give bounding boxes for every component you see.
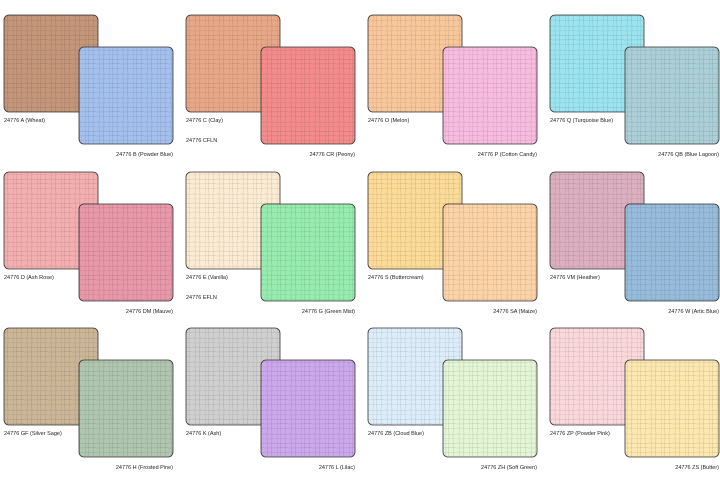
swatch-label: 24776 H (Frosted Pine) (116, 465, 173, 471)
swatch-group: 24776 ZB (Cloud Blue) 24776 ZH (Soft Gree… (367, 327, 538, 471)
swatch-label: 24776 G (Green Mist) (302, 309, 355, 315)
swatch-label: 24776 ZH (Soft Green) (481, 465, 537, 471)
swatch-label: 24776 DM (Mauve) (126, 309, 173, 315)
swatch-texture (260, 46, 356, 145)
swatch-label: 24776 ZB (Cloud Blue) (368, 431, 424, 437)
swatch-group: 24776 C (Clay) 24776 CFLN 24776 CR (Peony) (185, 14, 356, 158)
swatch-group: 24776 Q (Turquoise Blue) 24776 QB (Blue L… (549, 14, 720, 158)
swatch-label: 24776 E (Vanilla) (186, 275, 228, 281)
swatch-label: 24776 S (Buttercream) (368, 275, 424, 281)
swatch-texture (260, 203, 356, 302)
swatch-group: 24776 K (Ash) 24776 L (Lilac) (185, 327, 356, 471)
swatch-label: 24776 L (Lilac) (319, 465, 355, 471)
swatch-group: 24776 A (Wheat) 24776 B (Powder Blue) (3, 14, 174, 158)
swatch-texture (78, 203, 174, 302)
swatch-label: 24776 O (Melon) (368, 118, 409, 124)
swatch-texture (78, 359, 174, 458)
extra-label: 24776 CFLN (186, 138, 217, 144)
swatch-group: 24776 O (Melon) 24776 P (Cotton Candy) (367, 14, 538, 158)
swatch-texture (260, 359, 356, 458)
swatch-texture (624, 46, 720, 145)
swatch-group: 24776 VM (Heather) 24776 W (Artic Blue) (549, 171, 720, 315)
extra-label: 24776 EFLN (186, 295, 217, 301)
swatch-label: 24776 Q (Turquoise Blue) (550, 118, 613, 124)
swatch-texture (442, 46, 538, 145)
swatch-label: 24776 ZP (Powder Pink) (550, 431, 610, 437)
swatch-group: 24776 S (Buttercream) 24776 SA (Maize) (367, 171, 538, 315)
swatch-label: 24776 K (Ash) (186, 431, 221, 437)
swatch-label: 24776 ZS (Butter) (675, 465, 719, 471)
swatch-label: 24776 A (Wheat) (4, 118, 45, 124)
swatch-texture (78, 46, 174, 145)
swatch-group: 24776 GF (Silver Sage) 24776 H (Frosted P… (3, 327, 174, 471)
swatch-label: 24776 GF (Silver Sage) (4, 431, 62, 437)
swatch-texture (624, 203, 720, 302)
swatch-label: 24776 P (Cotton Candy) (478, 152, 537, 158)
swatch-texture (624, 359, 720, 458)
swatch-label: 24776 QB (Blue Lagoon) (658, 152, 719, 158)
swatch-label: 24776 D (Ash Rose) (4, 275, 54, 281)
swatch-texture (442, 203, 538, 302)
swatch-label: 24776 C (Clay) (186, 118, 223, 124)
swatch-group: 24776 D (Ash Rose) 24776 DM (Mauve) (3, 171, 174, 315)
swatch-label: 24776 VM (Heather) (550, 275, 600, 281)
swatch-label: 24776 SA (Maize) (493, 309, 537, 315)
swatch-label: 24776 CR (Peony) (309, 152, 355, 158)
swatch-texture (442, 359, 538, 458)
swatch-label: 24776 W (Artic Blue) (668, 309, 719, 315)
swatch-label: 24776 B (Powder Blue) (116, 152, 173, 158)
swatch-group: 24776 E (Vanilla) 24776 EFLN 24776 G (Gree… (185, 171, 356, 315)
swatch-group: 24776 ZP (Powder Pink) 24776 ZS (Butter) (549, 327, 720, 471)
